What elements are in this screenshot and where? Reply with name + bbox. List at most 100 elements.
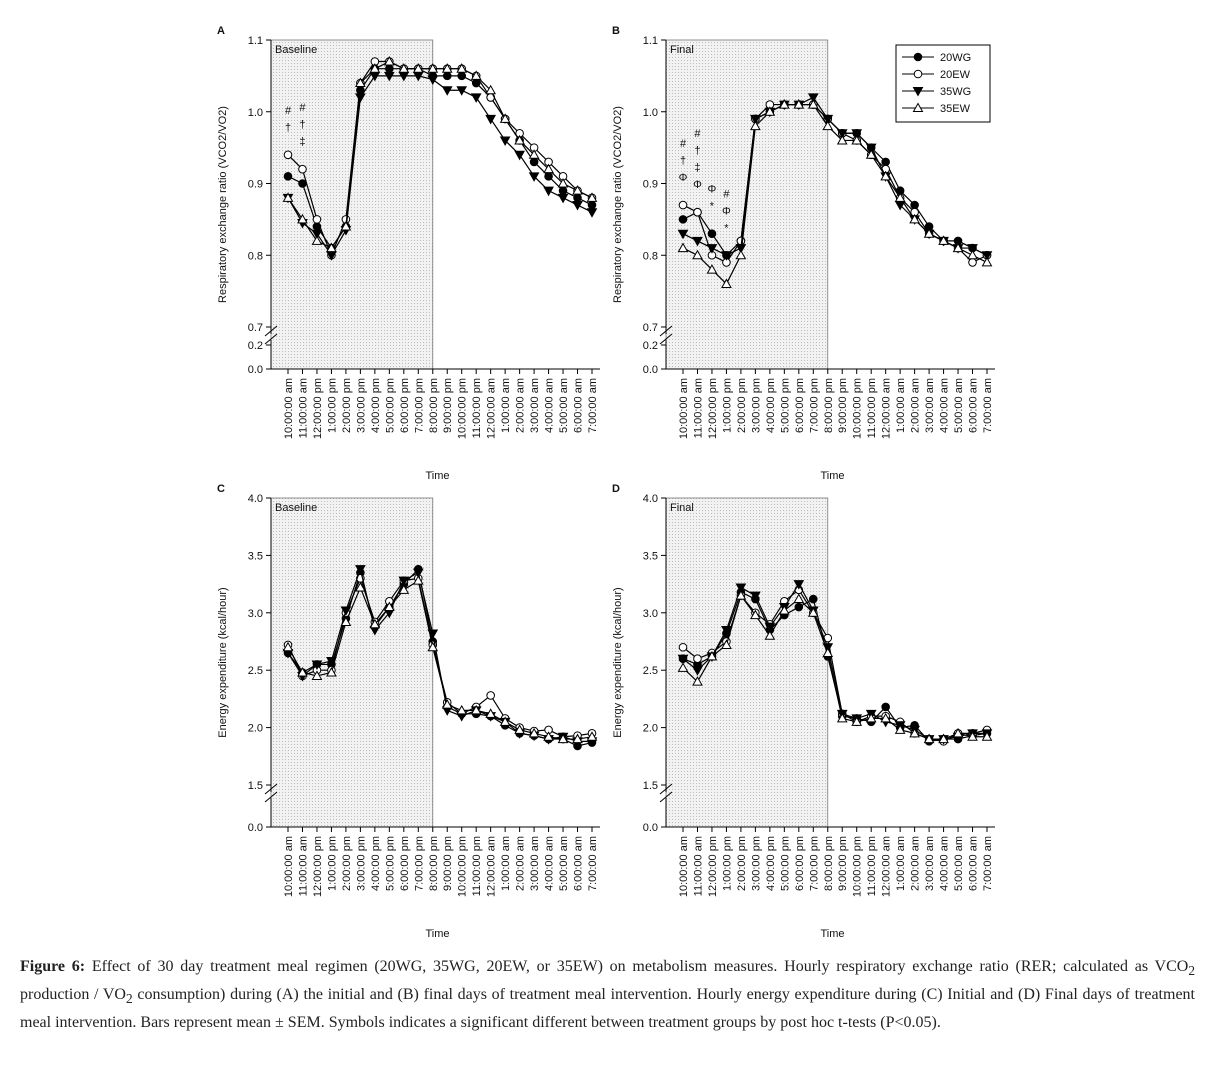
- x-tick-label: 8:00:00 pm: [428, 836, 440, 891]
- marker: [677, 242, 689, 253]
- panel-letter: A: [217, 25, 225, 37]
- shaded-period: [270, 497, 434, 828]
- marker: [326, 242, 337, 253]
- marker: [865, 712, 877, 723]
- x-tick-label: 3:00:00 pm: [355, 836, 367, 891]
- y-tick-label: 0.0: [643, 364, 658, 376]
- marker: [499, 113, 511, 123]
- marker: [721, 278, 732, 288]
- x-tick-label: 5:00:00 pm: [384, 836, 396, 891]
- caption: Figure 6: Effect of 30 day treatment mea…: [20, 955, 1195, 1035]
- x-tick-label: 7:00:00 pm: [808, 836, 820, 891]
- x-axis-label: Time: [820, 470, 844, 482]
- marker: [678, 642, 688, 652]
- marker: [909, 213, 920, 224]
- marker: [282, 641, 294, 652]
- marker: [558, 186, 568, 195]
- marker: [692, 666, 703, 676]
- marker: [586, 731, 598, 741]
- x-tick-label: 1:00:00 am: [500, 836, 512, 891]
- y-tick-label: 4.0: [643, 493, 658, 505]
- marker: [750, 120, 761, 131]
- caption-part: production / VO: [20, 986, 126, 1004]
- significance-symbol: *: [724, 222, 729, 234]
- marker: [750, 591, 761, 602]
- marker: [693, 207, 702, 217]
- x-tick-label: 12:00:00 pm: [707, 836, 719, 897]
- y-tick-label: 2.0: [643, 723, 658, 735]
- y-tick-label: 3.5: [248, 550, 263, 562]
- marker: [794, 602, 804, 612]
- y-tick-label: 2.0: [248, 723, 263, 735]
- marker: [851, 129, 863, 139]
- marker: [369, 63, 381, 73]
- x-tick-label: 6:00:00 am: [968, 378, 980, 433]
- marker: [311, 229, 323, 240]
- shaded-period: [665, 497, 829, 828]
- x-axis-label: Time: [425, 928, 449, 940]
- subscript: 2: [126, 991, 133, 1007]
- legend: 20WG 20EW 35WG 35EW: [895, 44, 991, 123]
- period-label: Final: [670, 44, 694, 56]
- marker: [283, 150, 293, 160]
- shaded-period: [270, 39, 434, 370]
- y-tick-label: 0.0: [643, 822, 658, 834]
- marker: [283, 172, 293, 181]
- marker: [456, 86, 468, 96]
- marker: [340, 606, 352, 617]
- marker: [557, 177, 569, 188]
- x-tick-label: 6:00:00 pm: [794, 378, 806, 433]
- marker: [340, 221, 352, 231]
- marker: [836, 134, 848, 145]
- marker: [909, 727, 920, 738]
- x-tick-label: 5:00:00 pm: [384, 378, 396, 433]
- marker: [398, 576, 410, 587]
- marker: [836, 712, 848, 723]
- x-tick-label: 12:00:00 pm: [312, 378, 324, 439]
- marker: [880, 712, 892, 723]
- legend-marker: [913, 69, 923, 79]
- marker: [586, 208, 598, 218]
- y-tick-label: 3.5: [643, 550, 658, 562]
- subscript: 2: [1188, 963, 1196, 979]
- x-tick-label: 12:00:00 am: [881, 378, 893, 439]
- marker: [470, 704, 482, 715]
- marker: [355, 582, 366, 592]
- marker: [735, 583, 747, 594]
- marker: [678, 200, 688, 210]
- x-tick-label: 2:00:00 am: [515, 836, 527, 891]
- significance-symbol: #: [723, 188, 730, 200]
- marker: [880, 170, 892, 181]
- x-tick-label: 12:00:00 am: [881, 836, 893, 897]
- marker: [499, 136, 511, 146]
- x-tick-label: 10:00:00 am: [678, 378, 690, 439]
- marker: [706, 650, 718, 661]
- x-tick-label: 1:00:00 pm: [326, 836, 338, 891]
- x-tick-label: 2:00:00 am: [910, 836, 922, 891]
- x-tick-label: 8:00:00 pm: [823, 836, 835, 891]
- y-tick-label: 0.2: [643, 340, 658, 352]
- axis-break: [659, 783, 673, 795]
- x-tick-label: 10:00:00 pm: [852, 378, 864, 439]
- marker: [764, 630, 776, 640]
- x-tick-label: 10:00:00 pm: [457, 836, 469, 897]
- marker: [807, 607, 819, 617]
- series-line: [287, 75, 593, 257]
- marker: [706, 244, 718, 254]
- marker: [398, 63, 410, 73]
- y-axis-label: Respiratory exchange ratio (VCO2/VO2): [612, 106, 624, 303]
- period-label: Baseline: [275, 502, 317, 514]
- y-tick-label: 1.5: [248, 780, 263, 792]
- x-tick-label: 11:00:00 am: [297, 378, 309, 438]
- marker: [735, 590, 747, 600]
- axis-break: [264, 333, 278, 345]
- marker: [442, 71, 452, 81]
- caption-text: Effect of 30 day treatment meal regimen …: [20, 958, 1195, 1031]
- marker: [735, 249, 747, 260]
- marker: [692, 676, 703, 686]
- panel-letter: D: [612, 483, 620, 495]
- series-line: [287, 567, 592, 742]
- marker: [485, 84, 497, 95]
- marker: [514, 150, 525, 161]
